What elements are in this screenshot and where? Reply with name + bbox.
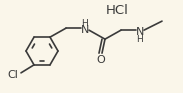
Text: N: N bbox=[81, 25, 89, 35]
Text: HCl: HCl bbox=[106, 4, 128, 16]
Text: N: N bbox=[136, 27, 144, 37]
Text: H: H bbox=[82, 19, 88, 28]
Text: O: O bbox=[97, 55, 105, 65]
Text: Cl: Cl bbox=[8, 70, 18, 80]
Text: H: H bbox=[137, 35, 143, 44]
